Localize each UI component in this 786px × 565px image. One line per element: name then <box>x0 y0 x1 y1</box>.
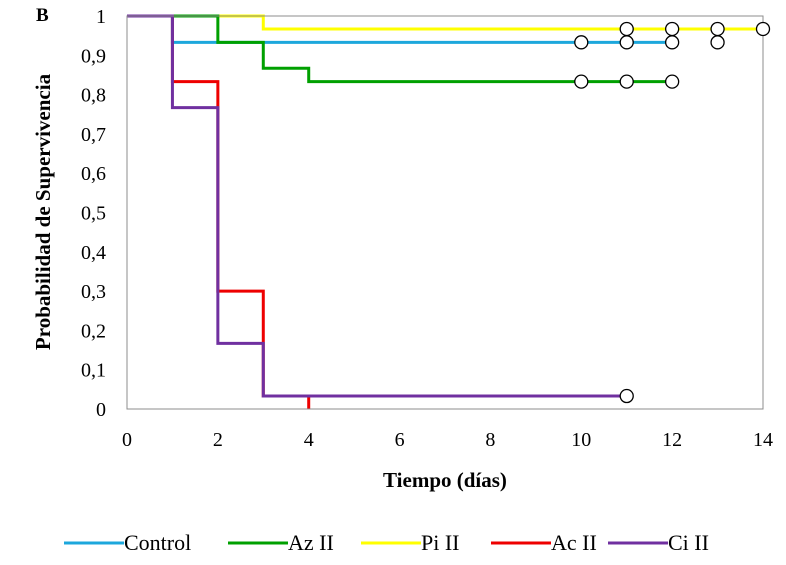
series-layer <box>127 14 763 409</box>
censor-marker-control-1 <box>619 35 634 50</box>
censor-marker-ci-ii-0 <box>619 388 634 404</box>
x-tick-label: 10 <box>571 429 591 451</box>
legend-item-pi-ii: Pi II <box>361 530 460 555</box>
censor-marker-pi-ii-1 <box>664 21 680 37</box>
ticks-layer: 00,10,20,30,40,50,60,70,80,910 2 4 6 8 10 12 14 <box>81 6 773 451</box>
censor-marker-az-ii-0 <box>574 74 589 89</box>
censor-marker-pi-ii-0 <box>619 21 634 37</box>
legend-item-az-ii: Az II <box>228 530 334 555</box>
y-axis-title: Probabilidad de Supervivencia <box>31 73 55 350</box>
y-tick-label: 0,9 <box>81 45 106 67</box>
x-tick-label: 2 <box>213 429 223 451</box>
axes-layer <box>126 15 764 410</box>
censor-marker-control-2 <box>664 35 680 50</box>
legend: Control Az II Pi II Ac II Ci II <box>64 530 709 555</box>
legend-label: Pi II <box>421 530 460 555</box>
series-line-az-ii <box>127 14 673 84</box>
y-tick-label: 0,2 <box>81 320 106 342</box>
y-tick-label: 0,6 <box>81 163 106 185</box>
legend-label: Ac II <box>551 530 597 555</box>
x-tick-label: 8 <box>485 429 495 451</box>
x-tick-label: 6 <box>395 429 405 451</box>
y-tick-label: 0 <box>96 399 106 421</box>
series-line-ci-ii <box>127 14 627 398</box>
y-tick-label: 1 <box>96 6 106 28</box>
y-tick-label: 0,1 <box>81 360 106 382</box>
legend-item-control: Control <box>64 530 191 555</box>
plot-area-border <box>126 15 764 410</box>
x-tick-label: 0 <box>122 429 132 451</box>
x-tick-label: 14 <box>753 429 773 451</box>
x-axis-title: Tiempo (días) <box>383 468 507 492</box>
censor-marker-pi-ii-3 <box>755 21 771 37</box>
y-tick-label: 0,4 <box>81 242 106 264</box>
y-tick-label: 0,3 <box>81 281 106 303</box>
legend-label: Control <box>124 530 191 555</box>
legend-label: Az II <box>288 530 334 555</box>
censor-layer <box>574 21 771 404</box>
censor-marker-az-ii-2 <box>664 74 680 89</box>
y-tick-label: 0,7 <box>81 124 106 146</box>
y-tick-label: 0,5 <box>81 203 106 225</box>
panel-label: B <box>36 5 49 26</box>
censor-marker-control-0 <box>574 35 589 50</box>
censor-marker-pi-ii-2 <box>710 21 725 37</box>
legend-item-ci-ii: Ci II <box>608 530 709 555</box>
censor-marker-control-3 <box>710 35 725 50</box>
censor-marker-az-ii-1 <box>619 74 634 89</box>
y-tick-label: 0,8 <box>81 85 106 107</box>
x-tick-label: 12 <box>662 429 682 451</box>
legend-item-ac-ii: Ac II <box>491 530 597 555</box>
x-tick-label: 4 <box>304 429 314 451</box>
legend-label: Ci II <box>668 530 709 555</box>
